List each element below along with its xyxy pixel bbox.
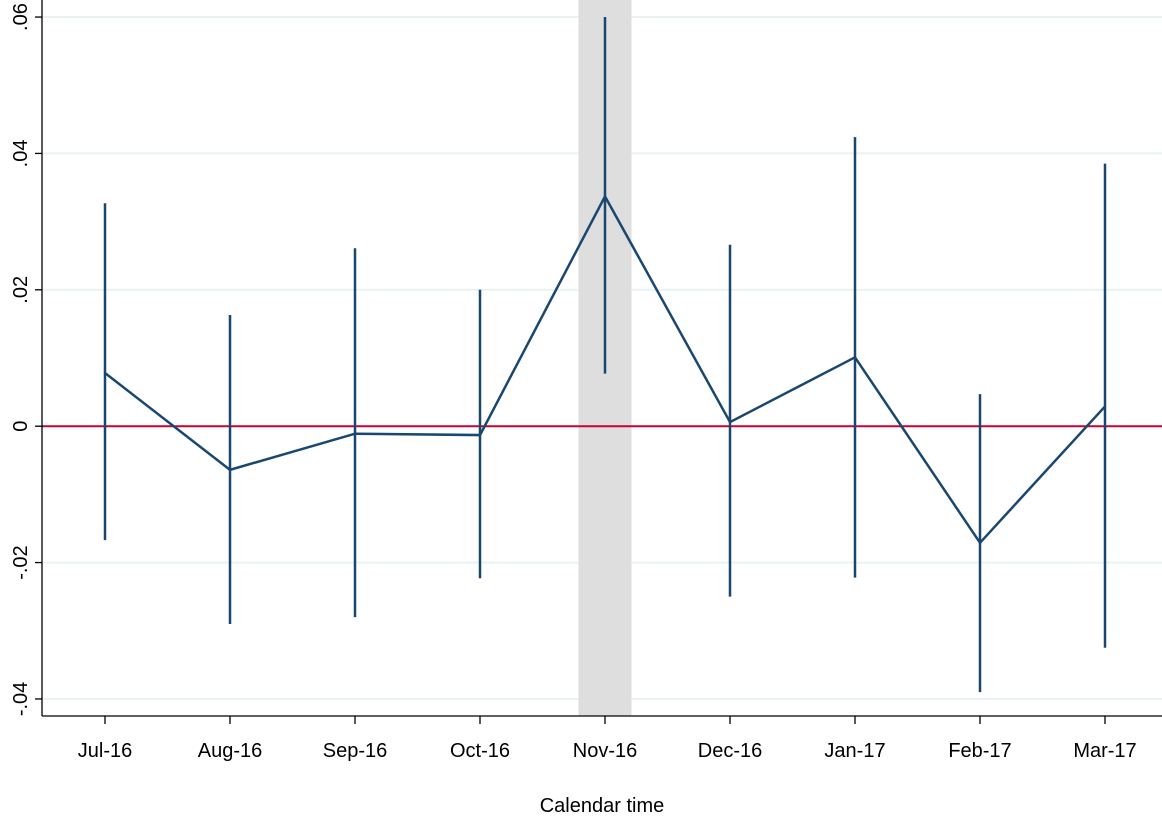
y-tick-label: .06 bbox=[10, 3, 32, 31]
point-estimate bbox=[728, 420, 732, 424]
y-ticks: -.04 -.02 0 .02 .04 .06 bbox=[10, 3, 42, 716]
x-tick-label: Jan-17 bbox=[824, 740, 885, 762]
point-estimate bbox=[228, 468, 232, 472]
x-tick-label: Jul-16 bbox=[78, 740, 132, 762]
x-tick-label: Feb-17 bbox=[948, 740, 1011, 762]
point-estimate bbox=[103, 371, 107, 375]
point-estimate bbox=[978, 541, 982, 544]
x-tick-label: Nov-16 bbox=[573, 740, 637, 762]
y-tick-label: -.02 bbox=[10, 545, 32, 579]
x-axis-title: Calendar time bbox=[540, 795, 665, 817]
y-tick-label: .04 bbox=[10, 140, 32, 168]
estimate-line-layer bbox=[103, 193, 1107, 545]
y-tick-label: -.04 bbox=[10, 682, 32, 716]
point-estimate bbox=[353, 432, 357, 435]
point-estimate bbox=[1103, 405, 1107, 408]
x-tick-label: Aug-16 bbox=[198, 740, 263, 762]
y-tick-label: 0 bbox=[10, 421, 32, 432]
y-tick-label: .02 bbox=[10, 276, 32, 304]
axes bbox=[41, 0, 1162, 717]
x-tick-label: Oct-16 bbox=[450, 740, 510, 762]
point-estimate bbox=[478, 433, 482, 437]
x-tick-label: Mar-17 bbox=[1073, 740, 1136, 762]
x-tick-label: Sep-16 bbox=[323, 740, 388, 762]
point-estimate bbox=[853, 356, 857, 359]
point-estimate bbox=[603, 195, 607, 198]
x-tick-label: Dec-16 bbox=[698, 740, 762, 762]
x-ticks: Jul-16 Aug-16 Sep-16 Oct-16 Nov-16 Dec-16 Jan-… bbox=[78, 716, 1137, 762]
